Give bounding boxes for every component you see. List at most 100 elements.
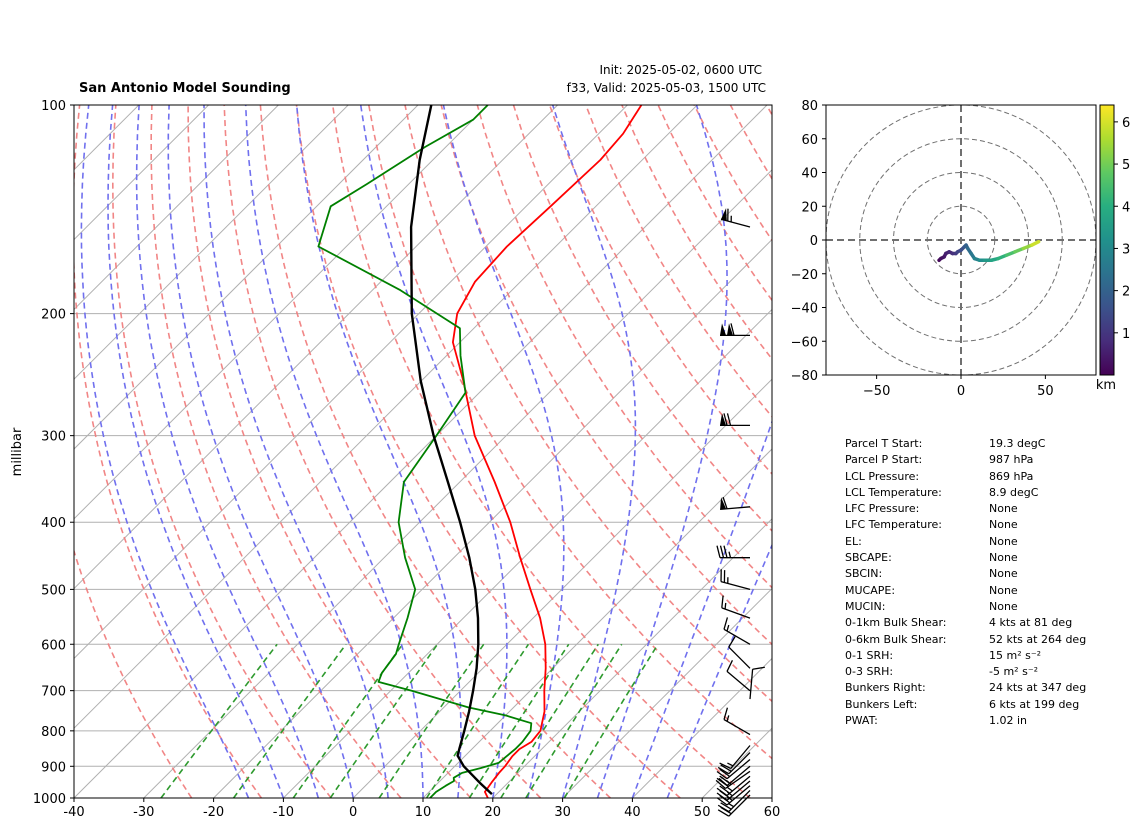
parcel-profile-line: [409, 105, 493, 795]
dewpoint-line: [317, 105, 533, 798]
isotherm-gridline: [74, 105, 489, 520]
parameter-value: -5 m² s⁻²: [989, 665, 1039, 679]
wind-barb-staff: [720, 506, 751, 511]
dry-adiabat: [404, 105, 772, 703]
isotherm-gridline: [143, 169, 772, 798]
dry-adiabat: [111, 105, 332, 798]
parameter-value: 52 kts at 264 deg: [989, 632, 1087, 646]
x-tick-label: 20: [485, 805, 502, 820]
mixing-ratio-line: [329, 643, 439, 798]
parameter-value: 15 m² s⁻²: [989, 648, 1042, 662]
wind-barb-flag: [720, 764, 732, 772]
wind-barb-staff: [720, 581, 751, 591]
isotherm-gridline: [562, 587, 772, 798]
isotherm-gridline: [74, 105, 558, 590]
isotherm-gridline: [74, 105, 628, 660]
wind-barb-half-flag: [727, 577, 729, 584]
isotherm-gridline: [74, 105, 419, 450]
parameter-value: 19.3 degC: [989, 437, 1046, 450]
x-tick-label: 60: [764, 805, 781, 820]
wind-barb-flag: [719, 785, 731, 794]
wind-barb-flag: [719, 762, 732, 770]
moist-adiabat: [107, 105, 285, 798]
parameter-value: None: [989, 599, 1018, 613]
wind-barb: [720, 413, 750, 427]
y-axis-label: millibar: [10, 427, 25, 476]
hodo-y-tick-label: 20: [801, 200, 818, 215]
dry-adiabat: [548, 105, 772, 476]
parameter-label: 0-1km Bulk Shear:: [845, 616, 947, 630]
x-tick-label: -20: [203, 805, 224, 820]
mixing-ratio-line: [500, 643, 599, 798]
wind-barb-pennant: [727, 323, 733, 336]
valid-time: f33, Valid: 2025-05-03, 1500 UTC: [567, 81, 766, 95]
dry-adiabat: [74, 105, 263, 798]
isotherm-gridline: [492, 518, 772, 798]
isotherm-gridline: [771, 797, 772, 798]
hodo-x-tick-label: 50: [1037, 384, 1054, 399]
wind-barb: [716, 775, 751, 797]
hodo-y-tick-label: −40: [791, 302, 818, 317]
moist-adiabat: [135, 105, 320, 798]
isotherm-gridline: [74, 105, 768, 798]
hodograph-axes: −50 0 50 −80 −60 −40 −20 0 20 40 60 80: [791, 99, 1054, 399]
dry-adiabat: [74, 548, 193, 798]
dry-adiabat: [187, 105, 472, 798]
colorbar-tick-label: 4: [1122, 200, 1130, 215]
x-tick-label: 30: [554, 805, 571, 820]
wind-barb-half-flag: [727, 762, 734, 767]
wind-barb-flag: [715, 779, 726, 789]
wind-barb-pennant: [721, 208, 727, 221]
parameter-value: 1.02 in: [989, 714, 1028, 728]
colorbar-tick-label: 1: [1122, 327, 1130, 342]
y-tick-label: 900: [41, 760, 66, 775]
colorbar-unit-label: km: [1096, 378, 1116, 393]
wind-barb-flag: [717, 804, 730, 813]
parameter-value: 24 kts at 347 deg: [989, 681, 1087, 695]
wind-barb-flag: [752, 666, 765, 670]
wind-barb-flag: [723, 413, 728, 426]
dry-adiabat: [331, 105, 751, 798]
hodograph-trace: [937, 239, 1041, 262]
y-tick-label: 500: [41, 583, 66, 598]
wind-barb: [720, 323, 750, 337]
parameter-label: EL:: [845, 534, 862, 548]
parameter-value: 4 kts at 81 deg: [989, 616, 1073, 630]
x-tick-label: 0: [349, 805, 357, 820]
wind-barb: [716, 759, 751, 780]
parameter-label: Parcel T Start:: [845, 437, 923, 450]
parameter-label: LFC Temperature:: [845, 518, 943, 532]
moist-adiabat: [666, 543, 772, 798]
wind-barb-staff: [726, 780, 751, 801]
hodo-y-tick-label: −60: [791, 335, 818, 350]
hodo-y-tick-label: 60: [801, 133, 818, 148]
hodo-x-tick-label: 0: [957, 384, 965, 399]
wind-barb-flag: [720, 569, 722, 582]
parameter-label: LFC Pressure:: [845, 502, 920, 516]
wind-barb-staff: [728, 789, 751, 813]
wind-barb-staff: [749, 669, 754, 700]
isotherm-gridline: [74, 105, 349, 380]
mixing-ratio-line: [232, 643, 347, 798]
parameter-label: 0-3 SRH:: [845, 665, 894, 679]
x-tick-label: 40: [624, 805, 641, 820]
y-tick-label: 800: [41, 725, 66, 740]
chart-title: San Antonio Model Sounding: [79, 81, 291, 96]
wind-barb: [720, 496, 751, 511]
wind-barb: [721, 595, 751, 619]
wind-barb-flag: [716, 787, 728, 797]
wind-barb-flag: [719, 775, 731, 784]
moist-adiabat: [80, 105, 250, 798]
wind-barb-flag: [727, 208, 729, 222]
mixing-ratio-line: [160, 643, 278, 798]
wind-barb-flag: [728, 636, 736, 648]
wind-barb-staff: [728, 794, 751, 817]
skewt-profiles: [317, 105, 643, 798]
parameter-value: 869 hPa: [989, 469, 1034, 483]
wind-barb-flag: [716, 770, 728, 780]
wind-barb-pennant: [720, 323, 726, 336]
parameter-label: LCL Pressure:: [845, 469, 920, 483]
wind-barb: [723, 617, 751, 645]
wind-barb-flag: [722, 496, 728, 510]
